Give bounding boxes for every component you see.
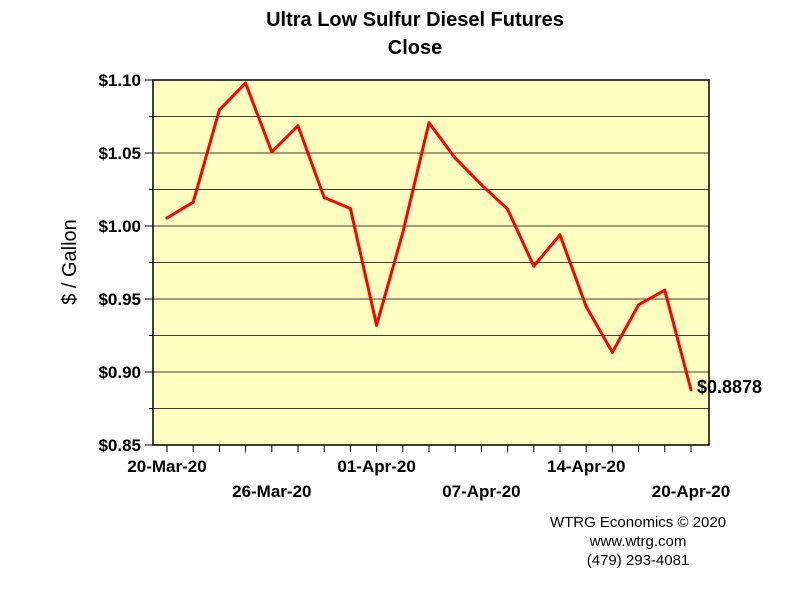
data-point — [191, 200, 195, 204]
data-point — [165, 216, 169, 220]
chart-title: Ultra Low Sulfur Diesel Futures — [266, 9, 564, 31]
data-point — [427, 121, 431, 125]
x-tick-label: 20-Apr-20 — [652, 482, 730, 501]
data-point — [689, 388, 693, 392]
x-axis: 20-Mar-20 01-Apr-20 14-Apr-20 26-Mar-20 07-A… — [127, 445, 730, 501]
y-tick-label: $0.95 — [98, 290, 141, 309]
y-axis: $1.10 $1.05 $1.00 $0.95 $0.90 $0.85 — [98, 71, 153, 455]
data-point — [217, 108, 221, 112]
data-point — [532, 264, 536, 268]
y-tick-label: $1.00 — [98, 217, 141, 236]
data-point — [348, 206, 352, 210]
y-tick-label: $0.85 — [98, 436, 141, 455]
series-line-group — [165, 81, 693, 392]
y-tick-label: $1.05 — [98, 144, 141, 163]
x-tick-label: 26-Mar-20 — [232, 482, 311, 501]
data-point — [322, 196, 326, 200]
data-point — [637, 303, 641, 307]
chart-subtitle: Close — [388, 37, 442, 59]
credit-line-2: www.wtrg.com — [589, 533, 687, 550]
data-point — [610, 350, 614, 354]
y-axis-label: $ / Gallon — [59, 219, 81, 305]
data-point — [244, 81, 248, 85]
data-point — [506, 207, 510, 211]
x-tick-label: 14-Apr-20 — [547, 457, 625, 476]
gridlines — [153, 116, 709, 409]
x-tick-label: 20-Mar-20 — [127, 457, 206, 476]
data-point — [453, 156, 457, 160]
end-value-label: $0.8878 — [697, 377, 762, 397]
x-tick-label: 07-Apr-20 — [442, 482, 520, 501]
data-point — [270, 150, 274, 154]
credit-line-3: (479) 293-4081 — [587, 552, 690, 569]
data-point — [584, 305, 588, 309]
data-point — [296, 124, 300, 128]
y-tick-label: $0.90 — [98, 363, 141, 382]
data-point — [479, 183, 483, 187]
x-tick-label: 01-Apr-20 — [337, 457, 415, 476]
credit-line-1: WTRG Economics © 2020 — [550, 514, 726, 531]
data-point — [558, 233, 562, 237]
data-point — [663, 288, 667, 292]
y-tick-label: $1.10 — [98, 71, 141, 90]
data-point — [401, 231, 405, 235]
data-point — [375, 323, 379, 327]
